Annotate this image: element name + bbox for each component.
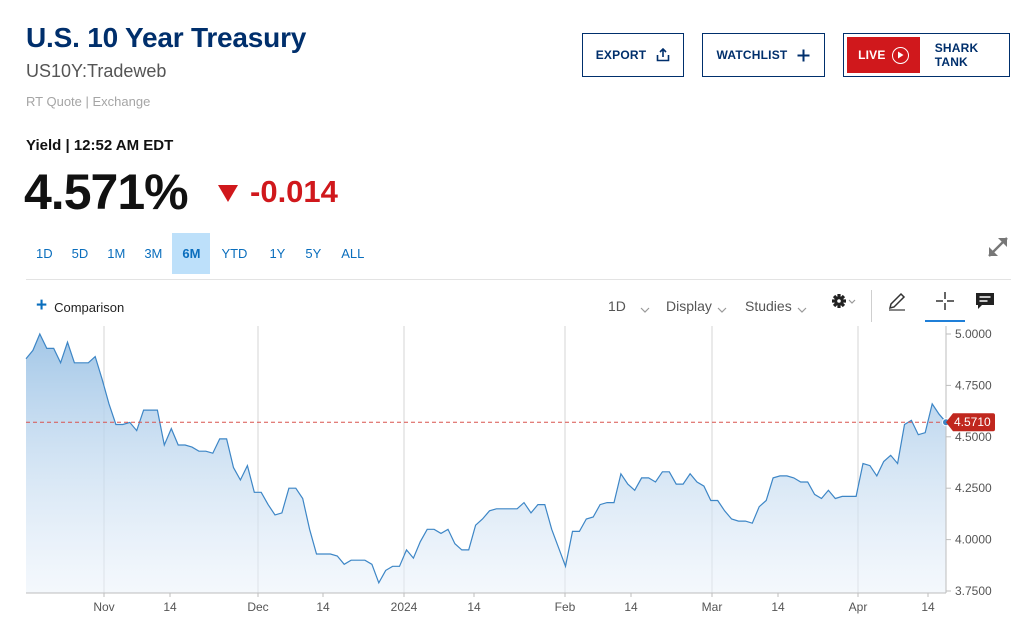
series-area: [26, 334, 946, 593]
x-tick-label: 14: [921, 600, 935, 614]
y-tick-label: 4.2500: [955, 481, 992, 495]
x-tick-label: Feb: [555, 600, 576, 614]
rt-quote-label: RT Quote | Exchange: [26, 94, 151, 109]
y-axis: 5.0000 4.7500 4.5000 4.2500 4.0000 3.7500: [946, 327, 992, 598]
range-tab-1m[interactable]: 1M: [107, 246, 126, 261]
settings-button[interactable]: [826, 290, 860, 316]
symbol-label: US10Y:Tradeweb: [26, 61, 167, 81]
chevron-down-icon: [797, 300, 807, 316]
x-tick-label: 14: [771, 600, 785, 614]
range-tab-1y[interactable]: 1Y: [269, 246, 286, 261]
range-tab-3m[interactable]: 3M: [144, 246, 163, 261]
x-tick-label: 14: [624, 600, 638, 614]
y-tick-label: 5.0000: [955, 327, 992, 341]
down-arrow-icon: [218, 184, 238, 202]
page-title: U.S. 10 Year Treasury: [26, 22, 307, 53]
x-tick-label: 2024: [391, 600, 418, 614]
range-tabs: 1D 5D 1M 3M 6M YTD 1Y 5Y ALL: [26, 233, 374, 274]
x-tick-label: Nov: [93, 600, 114, 614]
export-label: EXPORT: [595, 48, 647, 62]
y-tick-label: 3.7500: [955, 584, 992, 598]
yield-time-label: Yield | 12:52 AM EDT: [26, 137, 174, 154]
expand-icon[interactable]: [985, 234, 1011, 260]
divider: [26, 279, 1011, 280]
live-shark-tank-button[interactable]: LIVE SHARK TANK: [843, 33, 1010, 77]
play-icon: [891, 46, 909, 64]
y-tick-label: 4.7500: [955, 378, 992, 392]
crosshair-button[interactable]: [931, 290, 959, 316]
toolbar-divider: [871, 290, 872, 322]
draw-button[interactable]: [883, 290, 911, 316]
price-chart[interactable]: 5.0000 4.7500 4.5000 4.2500 4.0000 3.7500 Nov…: [0, 322, 1023, 640]
interval-label: 1D: [608, 298, 626, 314]
x-tick-label: 14: [467, 600, 481, 614]
plus-icon: +: [36, 295, 48, 316]
x-tick-label: Apr: [849, 600, 868, 614]
x-tick-label: 14: [163, 600, 177, 614]
chevron-down-icon: [640, 300, 650, 316]
shark-tank-label: SHARK TANK: [934, 41, 979, 69]
studies-dropdown[interactable]: Studies: [745, 296, 807, 316]
pencil-icon: [887, 291, 907, 316]
watchlist-label: WATCHLIST: [716, 48, 788, 62]
range-tab-1d[interactable]: 1D: [36, 246, 53, 261]
range-tab-5y[interactable]: 5Y: [305, 246, 322, 261]
price-change: -0.014: [218, 174, 338, 210]
range-tab-ytd[interactable]: YTD: [221, 246, 248, 261]
gear-icon: [830, 292, 856, 315]
comment-icon: [975, 292, 995, 315]
display-dropdown[interactable]: Display: [666, 296, 727, 316]
y-tick-label: 4.5000: [955, 430, 992, 444]
range-tab-5d[interactable]: 5D: [71, 246, 89, 261]
comment-button[interactable]: [971, 290, 999, 316]
share-icon: [656, 48, 670, 62]
live-label: LIVE: [858, 48, 886, 62]
live-badge: LIVE: [847, 37, 920, 73]
interval-dropdown[interactable]: 1D: [608, 296, 650, 316]
current-value-label: 4.5710: [954, 415, 991, 429]
plus-icon: [797, 49, 810, 62]
comparison-label: Comparison: [54, 299, 125, 315]
active-tool-indicator: [925, 320, 965, 322]
change-value: -0.014: [250, 174, 338, 209]
export-button[interactable]: EXPORT: [582, 33, 684, 77]
x-tick-label: Mar: [702, 600, 723, 614]
display-label: Display: [666, 298, 712, 314]
series-line: [25, 332, 947, 585]
x-axis: Nov 14 Dec 14 2024 14 Feb 14 Mar 14 Apr 14: [93, 593, 935, 614]
range-tab-all[interactable]: ALL: [341, 246, 365, 261]
x-tick-label: 14: [316, 600, 330, 614]
studies-label: Studies: [745, 298, 792, 314]
range-tab-6m[interactable]: 6M: [172, 233, 211, 274]
crosshair-icon: [935, 291, 955, 316]
last-price: 4.571%: [24, 164, 189, 220]
current-value-tag: 4.5710: [946, 413, 995, 432]
chevron-down-icon: [717, 300, 727, 316]
y-tick-label: 4.0000: [955, 533, 992, 547]
watchlist-button[interactable]: WATCHLIST: [702, 33, 825, 77]
x-tick-label: Dec: [247, 600, 268, 614]
comparison-button[interactable]: + Comparison: [36, 295, 125, 317]
